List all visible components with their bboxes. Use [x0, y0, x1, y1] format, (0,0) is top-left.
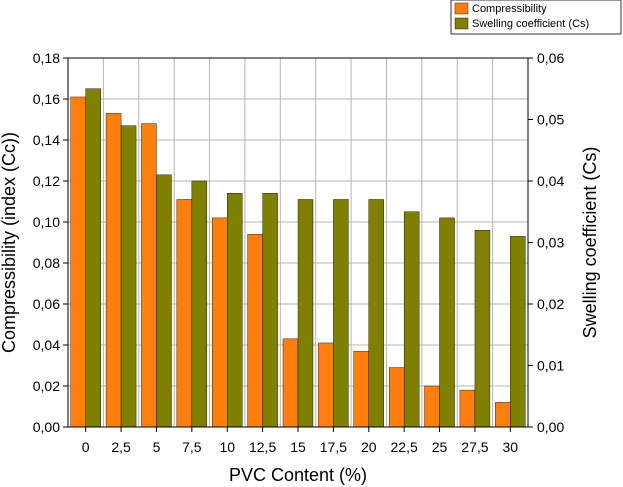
- bar-compressibility-15: [282, 338, 299, 428]
- y-right-tick-label: 0,06: [537, 50, 564, 66]
- bar-compressibility-22-5: [388, 367, 405, 428]
- x-tick-label: 0: [82, 439, 90, 455]
- y-left-tick-label: 0,16: [33, 91, 60, 107]
- x-tick-label: 2,5: [111, 439, 131, 455]
- x-tick-label: 30: [503, 439, 519, 455]
- y-axis-left-title: Compressibility (index (Cc)): [0, 132, 19, 353]
- bar-compressibility-20: [353, 350, 369, 428]
- bar-compressibility-17-5: [318, 342, 334, 428]
- bar-swelling-coefficient-cs-7-5: [191, 180, 208, 428]
- bar-compressibility-2-5: [105, 113, 122, 428]
- x-tick-label: 12,5: [249, 439, 276, 455]
- x-tick-label: 15: [290, 439, 306, 455]
- x-tick-label: 25: [432, 439, 448, 455]
- bar-compressibility-10: [212, 217, 228, 428]
- bar-swelling-coefficient-cs-22-5: [403, 211, 420, 428]
- legend-label-compressibility: Compressibility: [472, 3, 547, 15]
- y-left-tick-label: 0,10: [33, 214, 60, 230]
- bar-swelling-coefficient-cs-20: [368, 199, 384, 428]
- y-left-tick-label: 0,14: [33, 132, 60, 148]
- bar-swelling-coefficient-cs-15: [297, 199, 314, 428]
- y-left-tick-label: 0,18: [33, 50, 60, 66]
- bars: [70, 88, 526, 428]
- y-left-tick-label: 0,06: [33, 296, 60, 312]
- x-tick-label: 20: [361, 439, 377, 455]
- bar-compressibility-30: [495, 402, 511, 428]
- x-axis-title: PVC Content (%): [229, 465, 367, 485]
- bar-swelling-coefficient-cs-2-5: [120, 125, 137, 428]
- bar-compressibility-7-5: [176, 199, 193, 428]
- legend-swatch-compressibility: [454, 2, 469, 15]
- y-left-tick-label: 0,02: [33, 378, 60, 394]
- x-tick-label: 10: [219, 439, 235, 455]
- x-tick-label: 27,5: [461, 439, 488, 455]
- bar-swelling-coefficient-cs-17-5: [333, 199, 349, 428]
- x-tick-label: 5: [153, 439, 161, 455]
- y-axis-right-title: Swelling coefficient (Cs): [580, 147, 600, 339]
- bar-swelling-coefficient-cs-25: [439, 217, 455, 428]
- y-right-tick-label: 0,03: [537, 235, 564, 251]
- bar-compressibility-25: [424, 385, 440, 428]
- bar-swelling-coefficient-cs-5: [156, 174, 172, 428]
- y-right-tick-label: 0,05: [537, 112, 564, 128]
- bar-compressibility-12-5: [247, 234, 263, 428]
- bar-swelling-coefficient-cs-0: [85, 88, 101, 428]
- y-right-tick-label: 0,02: [537, 296, 564, 312]
- legend-swatch-swelling-coefficient: [454, 17, 469, 30]
- y-right-tick-label: 0,01: [537, 358, 564, 374]
- x-tick-label: 7,5: [182, 439, 202, 455]
- y-left-tick-label: 0,12: [33, 173, 60, 189]
- bar-swelling-coefficient-cs-27-5: [474, 229, 491, 428]
- bar-compressibility-0: [70, 96, 86, 428]
- bar-swelling-coefficient-cs-30: [510, 236, 526, 428]
- x-tick-label: 17,5: [320, 439, 347, 455]
- x-tick-label: 22,5: [391, 439, 418, 455]
- ticks: 0,00 0,02 0,04 0,06 0,08 0,10 0,12 0,14 0,16 0,18…: [33, 50, 565, 455]
- legend-label-swelling-coefficient: Swelling coefficient (Cs): [472, 18, 589, 30]
- y-left-tick-label: 0,04: [33, 337, 60, 353]
- legend: Compressibility Swelling coefficient (Cs…: [450, 0, 622, 35]
- y-right-tick-label: 0,00: [537, 419, 564, 435]
- bar-compressibility-5: [141, 123, 157, 428]
- bar-swelling-coefficient-cs-12-5: [262, 193, 278, 428]
- y-left-tick-label: 0,00: [33, 419, 60, 435]
- legend-box: [450, 0, 622, 35]
- y-left-tick-label: 0,08: [33, 255, 60, 271]
- bar-swelling-coefficient-cs-10: [227, 193, 243, 428]
- y-right-tick-label: 0,04: [537, 173, 564, 189]
- bar-compressibility-27-5: [459, 389, 476, 428]
